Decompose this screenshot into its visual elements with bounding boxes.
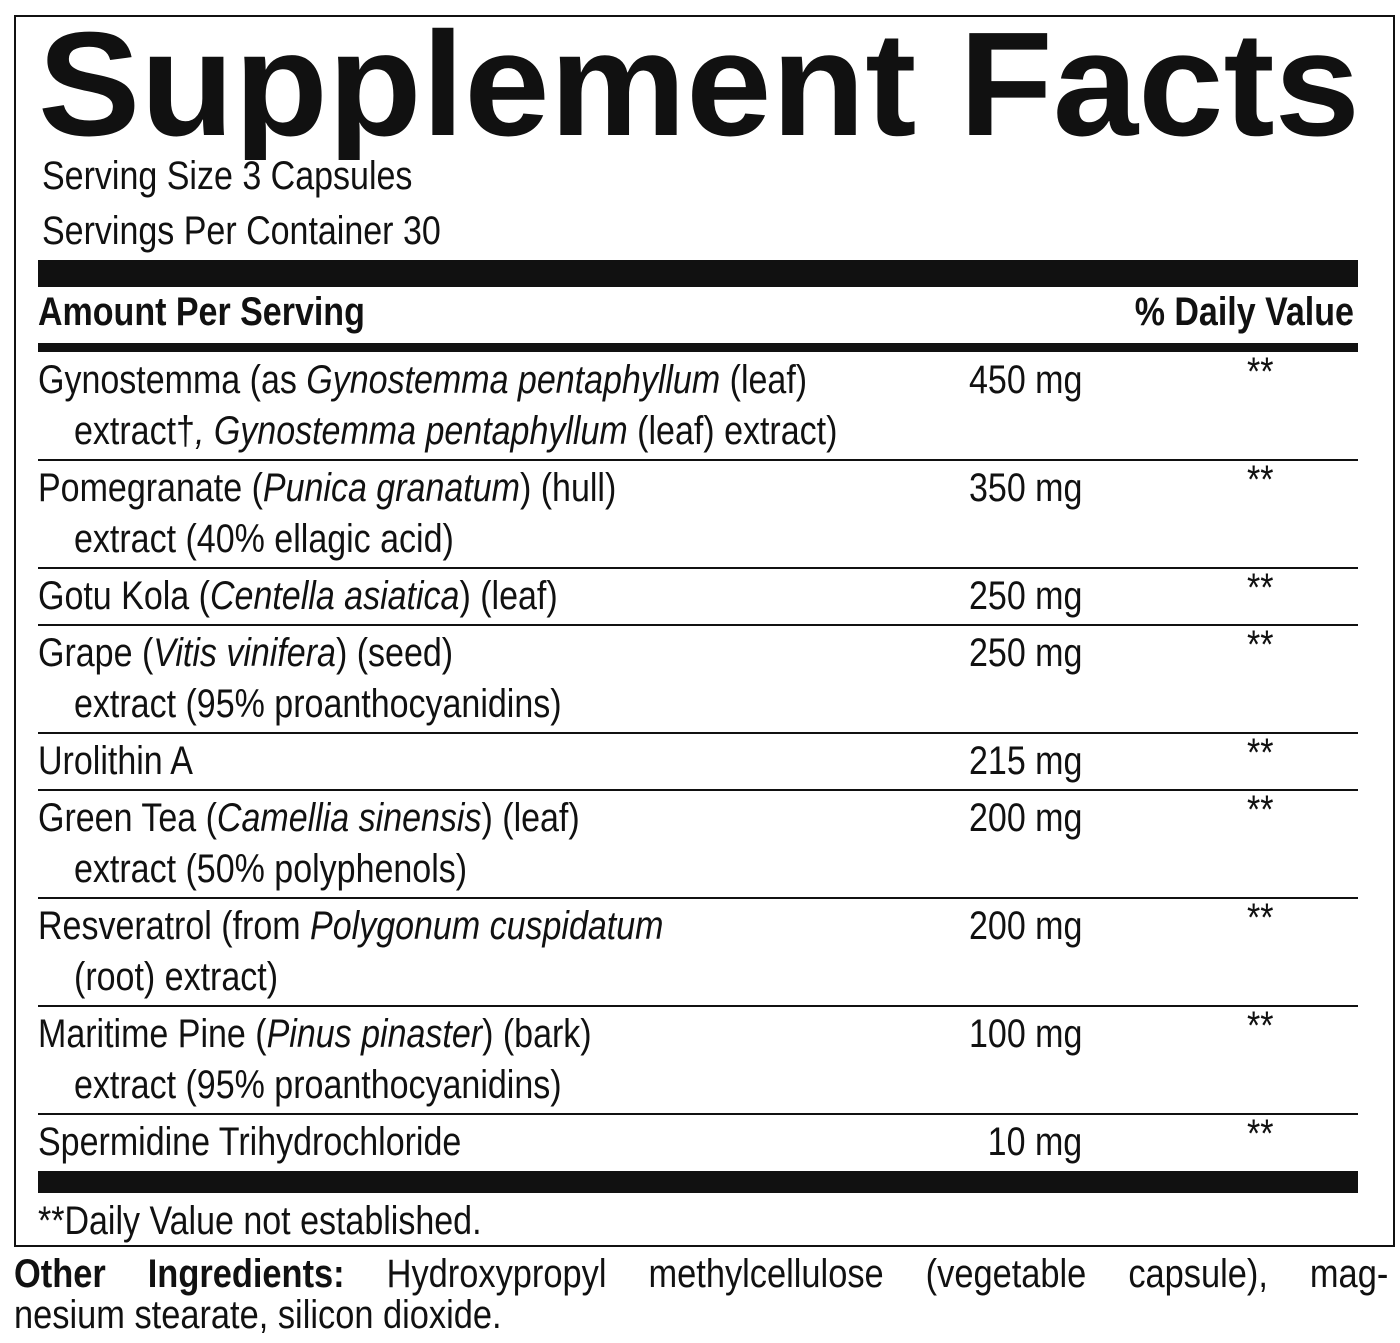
footnote: **Daily Value not established.	[38, 1199, 482, 1243]
row-divider	[38, 1005, 1358, 1007]
row-divider	[38, 567, 1358, 569]
daily-value: **	[1247, 896, 1274, 940]
daily-value: **	[1247, 731, 1274, 775]
ingredient-text: Green Tea (	[38, 796, 217, 840]
ingredient-text: ) (hull)	[519, 466, 617, 510]
ingredient-line: extract (40% ellagic acid)	[74, 513, 454, 565]
ingredient-text: Resveratrol (from	[38, 904, 311, 948]
thick-rule	[38, 1171, 1358, 1193]
facts-box	[14, 15, 1395, 1247]
ingredient-line: Pomegranate (Punica granatum) (hull)	[38, 462, 616, 514]
ingredient-text: extract (50% polyphenols)	[74, 847, 468, 891]
amount: 250 mg	[968, 631, 1082, 675]
medium-rule	[38, 343, 1358, 352]
ingredient-text: extract (40% ellagic acid)	[74, 517, 454, 561]
thick-rule	[38, 260, 1358, 287]
ingredient-text: ) (leaf)	[459, 574, 558, 618]
ingredient-text: Urolithin A	[38, 739, 193, 783]
botanical-name: Vitis vinifera	[153, 631, 336, 675]
ingredient-text: (leaf)	[720, 358, 808, 402]
ingredient-line: Gotu Kola (Centella asiatica) (leaf)	[38, 570, 558, 622]
botanical-name: Polygonum cuspidatum	[310, 904, 664, 948]
ingredient-line: extract (95% proanthocyanidins)	[74, 678, 562, 730]
amount: 200 mg	[968, 904, 1082, 948]
ingredient-text: Gotu Kola (	[38, 574, 210, 618]
daily-value: **	[1247, 1112, 1274, 1156]
amount: 100 mg	[968, 1012, 1082, 1056]
other-ingredients-line: Other Ingredients: Hydroxypropyl methylc…	[14, 1252, 1388, 1296]
ingredient-text: extract (95% proanthocyanidins)	[74, 1063, 562, 1107]
ingredient-text: (root) extract)	[74, 955, 279, 999]
ingredient-line: Resveratrol (from Polygonum cuspidatum	[38, 900, 663, 952]
serving-size: Serving Size 3 Capsules	[42, 154, 413, 198]
botanical-name: Punica granatum	[262, 466, 520, 510]
other-ingredients-text: nesium stearate, silicon dioxide.	[14, 1293, 502, 1337]
title: Supplement Facts	[38, 2, 1360, 160]
daily-value: **	[1247, 350, 1274, 394]
daily-value: **	[1247, 458, 1274, 502]
ingredient-text: extract (95% proanthocyanidins)	[74, 682, 562, 726]
row-divider	[38, 897, 1358, 899]
botanical-name: Camellia sinensis	[216, 796, 482, 840]
ingredient-line: extract†, Gynostemma pentaphyllum (leaf)…	[74, 405, 837, 457]
row-divider	[38, 1113, 1358, 1115]
ingredient-line: Grape (Vitis vinifera) (seed)	[38, 627, 453, 679]
amount: 450 mg	[968, 358, 1082, 402]
ingredient-text: ) (seed)	[335, 631, 454, 675]
other-ingredients-text: Hydroxypropyl methylcellulose (vegetable…	[344, 1252, 1389, 1296]
botanical-name: Gynostemma pentaphyllum	[306, 358, 721, 402]
ingredient-text: Spermidine Trihydrochloride	[38, 1120, 462, 1164]
ingredient-line: Green Tea (Camellia sinensis) (leaf)	[38, 792, 580, 844]
column-header: % Daily Value	[1134, 290, 1354, 334]
daily-value: **	[1247, 566, 1274, 610]
ingredient-text: Gynostemma (as	[38, 358, 307, 402]
amount: 250 mg	[968, 574, 1082, 618]
row-divider	[38, 459, 1358, 461]
ingredient-line: Maritime Pine (Pinus pinaster) (bark)	[38, 1008, 592, 1060]
row-divider	[38, 732, 1358, 734]
servings-per-container: Servings Per Container 30	[42, 209, 441, 253]
other-ingredients-label: Other Ingredients:	[14, 1252, 345, 1296]
daily-value: **	[1247, 1004, 1274, 1048]
row-divider	[38, 789, 1358, 791]
row-divider	[38, 624, 1358, 626]
ingredient-text: Maritime Pine (	[38, 1012, 267, 1056]
ingredient-text: Pomegranate (	[38, 466, 263, 510]
column-header: Amount Per Serving	[38, 290, 365, 334]
botanical-name: , Gynostemma pentaphyllum	[194, 409, 628, 453]
ingredient-line: extract (95% proanthocyanidins)	[74, 1059, 562, 1111]
daily-value: **	[1247, 623, 1274, 667]
ingredient-text: Grape (	[38, 631, 154, 675]
ingredient-text: (leaf) extract)	[627, 409, 838, 453]
ingredient-text: ) (bark)	[482, 1012, 592, 1056]
ingredient-line: Urolithin A	[38, 735, 193, 787]
ingredient-line: Spermidine Trihydrochloride	[38, 1116, 461, 1168]
amount: 10 mg	[987, 1120, 1082, 1164]
ingredient-line: (root) extract)	[74, 951, 278, 1003]
botanical-name: Centella asiatica	[209, 574, 460, 618]
ingredient-text: extract†	[74, 409, 195, 453]
ingredient-line: Gynostemma (as Gynostemma pentaphyllum (…	[38, 354, 807, 406]
ingredient-line: extract (50% polyphenols)	[74, 843, 467, 895]
amount: 200 mg	[968, 796, 1082, 840]
ingredient-text: ) (leaf)	[481, 796, 580, 840]
title-svg: Supplement Facts	[38, 2, 1360, 160]
amount: 215 mg	[968, 739, 1082, 783]
botanical-name: Pinus pinaster	[266, 1012, 483, 1056]
amount: 350 mg	[968, 466, 1082, 510]
daily-value: **	[1247, 788, 1274, 832]
